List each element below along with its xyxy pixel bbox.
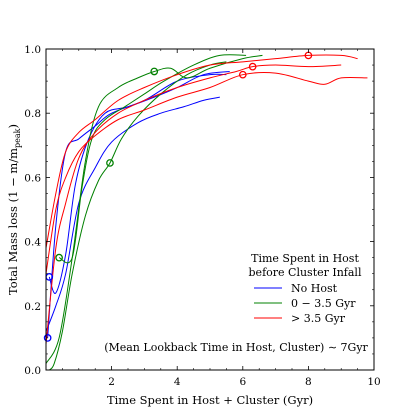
y-tick-label: 0.8 bbox=[24, 108, 41, 120]
series-line-1 bbox=[48, 70, 230, 294]
x-tick-label: 10 bbox=[367, 376, 380, 388]
series-line-3 bbox=[48, 61, 227, 371]
marker-layer bbox=[43, 51, 313, 342]
x-tick-label: 4 bbox=[174, 376, 181, 388]
series-line-4 bbox=[58, 54, 247, 264]
series-layer bbox=[45, 54, 368, 371]
legend-label-gt-3.5-gyr: > 3.5 Gyr bbox=[291, 312, 346, 325]
series-line-8 bbox=[45, 71, 368, 274]
series-marker-8 bbox=[238, 70, 247, 79]
y-axis-label: Total Mass loss (1 − m/mpeak) bbox=[6, 124, 22, 295]
legend-label-0-3.5-gyr: 0 − 3.5 Gyr bbox=[291, 297, 356, 310]
x-axis-label: Time Spent in Host + Cluster (Gyr) bbox=[107, 393, 313, 407]
series-line-7 bbox=[45, 64, 342, 345]
series-marker-5 bbox=[150, 67, 159, 76]
series-line-6 bbox=[45, 54, 358, 249]
series-line-0 bbox=[47, 73, 227, 338]
series-marker-0 bbox=[43, 334, 52, 342]
chart-annotation: (Mean Lookback Time in Host, Cluster) ∼ … bbox=[104, 341, 368, 354]
y-tick-label: 0.6 bbox=[24, 172, 41, 184]
tick-layer: 2 4 6 8 10 0.0 0.2 0.4 0.6 0.8 1.0 bbox=[24, 44, 380, 388]
y-tick-label: 1.0 bbox=[24, 44, 41, 56]
series-marker-3 bbox=[106, 159, 114, 167]
x-tick-label: 8 bbox=[305, 376, 312, 388]
y-axis-label-subscript: peak bbox=[13, 128, 22, 148]
series-line-2 bbox=[45, 96, 220, 332]
y-tick-label: 0.4 bbox=[24, 237, 41, 249]
y-axis-label-prefix: Total Mass loss (1 − m/m bbox=[6, 148, 20, 295]
series-marker-4 bbox=[55, 253, 63, 262]
y-axis-label-suffix: ) bbox=[6, 124, 20, 129]
legend-title-line1: Time Spent in Host bbox=[251, 252, 359, 265]
series-line-5 bbox=[45, 54, 263, 364]
legend-label-no-host: No Host bbox=[291, 282, 338, 295]
legend: Time Spent in Host before Cluster Infall… bbox=[249, 252, 362, 325]
series-marker-7 bbox=[248, 62, 257, 71]
y-tick-label: 0.0 bbox=[24, 365, 41, 377]
x-tick-label: 6 bbox=[239, 376, 246, 388]
y-tick-label: 0.2 bbox=[24, 301, 41, 313]
x-tick-label: 2 bbox=[108, 376, 115, 388]
legend-title-line2: before Cluster Infall bbox=[249, 266, 362, 279]
